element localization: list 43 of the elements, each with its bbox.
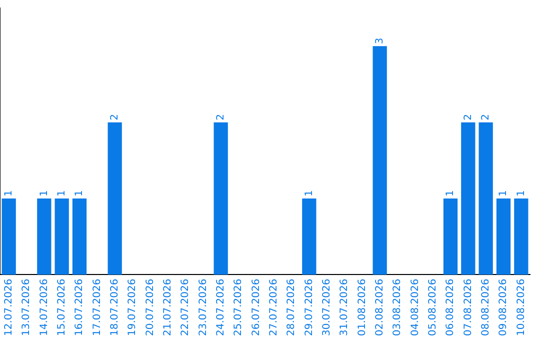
x-tick-label: 28.07.2026: [286, 278, 298, 336]
x-tick-label: 20.07.2026: [144, 278, 156, 336]
data-label: 2: [109, 114, 120, 120]
x-tick-label: 23.07.2026: [198, 278, 209, 336]
x-tick-label: 30.07.2026: [321, 278, 332, 336]
x-tick-label: 06.08.2026: [445, 278, 456, 336]
data-label: 1: [516, 190, 527, 197]
data-label: 2: [462, 114, 474, 120]
x-tick-label: 21.07.2026: [162, 278, 174, 336]
x-tick-label: 29.07.2026: [304, 278, 315, 336]
x-tick-label: 01.08.2026: [356, 278, 368, 336]
x-tick-label: 26.07.2026: [250, 278, 262, 336]
data-label: 2: [480, 114, 492, 120]
x-tick-label: 12.07.2026: [3, 278, 14, 336]
x-tick-label: 10.08.2026: [516, 278, 527, 336]
x-tick-label: 19.07.2026: [127, 278, 138, 336]
data-label: 1: [445, 190, 456, 197]
x-tick-label: 03.08.2026: [392, 278, 404, 336]
x-tick-label: 08.08.2026: [480, 278, 492, 336]
x-tick-label: 15.07.2026: [56, 278, 68, 336]
data-label: 1: [74, 190, 86, 197]
x-tick-label: 22.07.2026: [180, 278, 192, 336]
x-tick-label: 05.08.2026: [427, 278, 438, 336]
data-label: 2: [215, 114, 226, 120]
x-tick-label: 14.07.2026: [38, 278, 50, 336]
x-tick-label: 09.08.2026: [498, 278, 510, 336]
data-label: 3: [374, 38, 386, 44]
x-tick-label: 16.07.2026: [74, 278, 86, 336]
data-label: 1: [56, 190, 68, 197]
x-tick-label: 18.07.2026: [109, 278, 120, 336]
data-label: 1: [498, 190, 510, 197]
x-tick-label: 31.07.2026: [339, 278, 350, 336]
x-tick-label: 04.08.2026: [410, 278, 421, 336]
data-label: 1: [38, 190, 50, 197]
x-tick-label: 07.08.2026: [462, 278, 474, 336]
x-tick-label: 13.07.2026: [21, 278, 32, 336]
x-tick-label: 02.08.2026: [374, 278, 386, 336]
data-label: 1: [304, 190, 315, 197]
data-label: 1: [3, 190, 14, 197]
x-tick-label: 27.07.2026: [268, 278, 280, 336]
x-tick-label: 17.07.2026: [92, 278, 103, 336]
x-tick-label: 25.07.2026: [233, 278, 244, 336]
x-tick-label: 24.07.2026: [215, 278, 226, 336]
